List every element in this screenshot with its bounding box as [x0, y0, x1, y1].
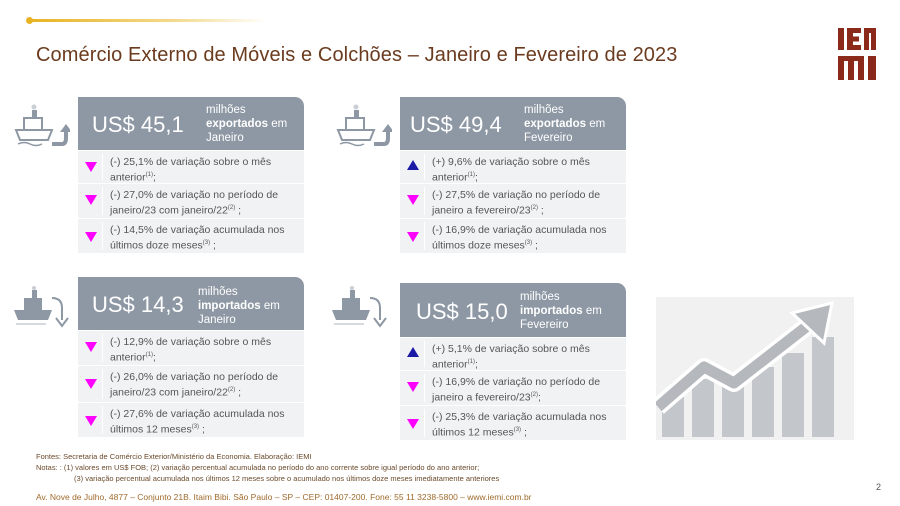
row-divider [102, 334, 103, 362]
footer-sources: Fontes: Secretaria de Comércio Exterior/… [36, 452, 312, 461]
down-arrow-icon [407, 382, 419, 392]
card-header: US$ 15,0 milhões importados em Fevereiro [400, 283, 626, 337]
variation-row: (-) 26,0% de variação no período de jane… [78, 366, 304, 403]
iemi-logo [838, 28, 876, 80]
down-arrow-icon [407, 195, 419, 205]
variation-row: (+) 5,1% de variação sobre o mês anterio… [400, 338, 626, 371]
down-arrow-icon [85, 342, 97, 352]
variation-row: (-) 14,5% de variação acumulada nos últi… [78, 219, 304, 254]
up-arrow-icon [407, 160, 419, 170]
variation-list: (-) 12,9% de variação sobre o mês anteri… [78, 331, 304, 438]
variation-row: (-) 16,9% de variação acumulada nos últi… [400, 219, 626, 254]
variation-row: (-) 27,6% de variação acumulada nos últi… [78, 403, 304, 438]
down-arrow-icon [85, 195, 97, 205]
page-title: Comércio Externo de Móveis e Colchões – … [36, 44, 678, 66]
variation-row: (-) 25,1% de variação sobre o mês anteri… [78, 151, 304, 184]
ship-import-icon [332, 286, 387, 328]
page-number: 2 [876, 482, 882, 492]
ship-import-icon [14, 286, 69, 328]
card-header: US$ 45,1 milhões exportados em Janeiro [78, 97, 304, 150]
variation-row: (-) 27,0% de variação no período de jane… [78, 184, 304, 219]
up-arrow-icon [407, 347, 419, 357]
row-divider [424, 409, 425, 437]
amount-value: US$ 14,3 [92, 292, 184, 317]
header-description: milhões importados em Fevereiro [520, 291, 602, 331]
footer-notes: Notas: : (1) valores em US$ FOB; (2) var… [36, 463, 480, 472]
variation-row: (-) 16,9% de variação no período de jane… [400, 371, 626, 406]
row-divider [102, 369, 103, 399]
footer-notes-continued: (3) variação percentual acumulada nos úl… [74, 474, 500, 483]
variation-row: (+) 9,6% de variação sobre o mês anterio… [400, 151, 626, 184]
down-arrow-icon [85, 379, 97, 389]
variation-list: (+) 5,1% de variação sobre o mês anterio… [400, 338, 626, 441]
down-arrow-icon [407, 232, 419, 242]
card-header: US$ 14,3 milhões importados em Janeiro [78, 277, 304, 330]
card-imports-january: US$ 14,3 milhões importados em Janeiro (… [78, 277, 304, 438]
row-divider [424, 187, 425, 215]
down-arrow-icon [85, 232, 97, 242]
variation-list: (-) 25,1% de variação sobre o mês anteri… [78, 151, 304, 254]
decorative-gold-line [28, 19, 268, 22]
row-divider [102, 406, 103, 434]
decorative-gold-dot [26, 17, 33, 24]
ship-export-icon [336, 104, 392, 147]
row-divider [102, 187, 103, 215]
variation-list: (+) 9,6% de variação sobre o mês anterio… [400, 151, 626, 254]
ship-export-icon [14, 104, 70, 147]
variation-row: (-) 25,3% de variação acumulada nos últi… [400, 406, 626, 441]
down-arrow-icon [407, 419, 419, 429]
card-header: US$ 49,4 milhões exportados em Fevereiro [400, 97, 626, 150]
row-divider [102, 154, 103, 180]
row-divider [102, 222, 103, 250]
card-exports-january: US$ 45,1 milhões exportados em Janeiro (… [78, 97, 304, 254]
row-divider [424, 154, 425, 180]
growth-chart-icon [652, 297, 854, 440]
row-divider [424, 341, 425, 367]
header-description: milhões exportados em Fevereiro [524, 104, 606, 144]
variation-row: (-) 12,9% de variação sobre o mês anteri… [78, 331, 304, 366]
amount-value: US$ 15,0 [416, 299, 508, 324]
amount-value: US$ 45,1 [92, 112, 184, 137]
card-exports-february: US$ 49,4 milhões exportados em Fevereiro… [400, 97, 626, 254]
header-description: milhões exportados em Janeiro [206, 104, 288, 144]
amount-value: US$ 49,4 [410, 112, 502, 137]
card-imports-february: US$ 15,0 milhões importados em Fevereiro… [400, 283, 626, 443]
down-arrow-icon [85, 416, 97, 426]
footer-address: Av. Nove de Julho, 4877 – Conjunto 21B. … [36, 492, 532, 502]
header-description: milhões importados em Janeiro [198, 286, 280, 326]
row-divider [424, 374, 425, 402]
variation-row: (-) 27,5% de variação no período de jane… [400, 184, 626, 219]
row-divider [424, 222, 425, 250]
down-arrow-icon [85, 162, 97, 172]
